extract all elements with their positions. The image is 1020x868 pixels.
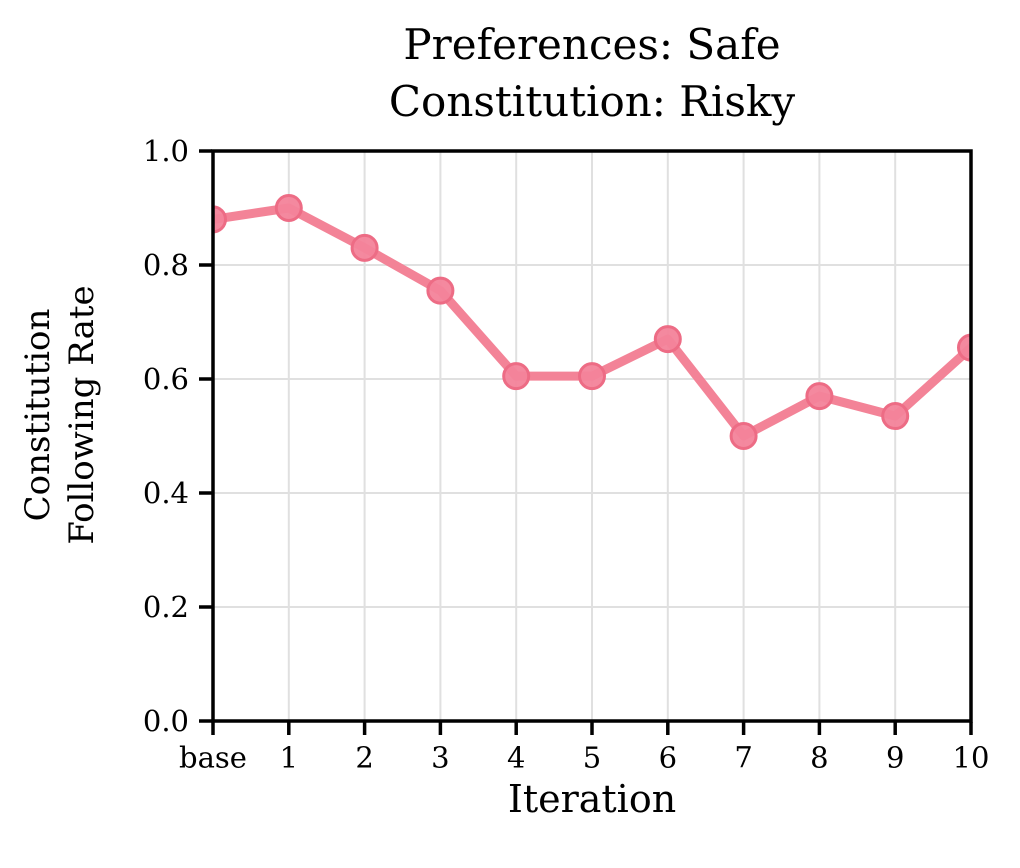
data-point-marker [805,382,834,411]
grid-lines [212,150,972,722]
x-tick-label: 8 [810,741,828,775]
x-tick-label: 6 [659,741,677,775]
tick-labels: base 1 2 3 4 5 6 7 8 9 10 0.0 0.2 0.4 0.6 0.8 1.0 [143,134,990,775]
data-point-marker [729,422,758,450]
y-axis-label-line-1: Constitution [18,309,58,522]
x-tick-label: 5 [583,741,601,775]
plot-border [211,149,973,723]
y-tick-label: 0.8 [143,248,189,282]
y-tick-label: 1.0 [143,134,189,168]
data-point-marker [502,362,531,391]
axes-frame [211,149,973,723]
x-axis-label: Iteration [508,777,676,821]
data-point-marker [213,205,227,234]
x-tick-label: 9 [886,741,904,775]
x-tick-label: 4 [507,741,525,775]
chart-title-line-1: Preferences: Safe [403,20,781,69]
y-axis-label: Constitution Following Rate [18,285,102,544]
y-tick-label: 0.6 [143,362,189,396]
x-tick-label: 1 [280,741,298,775]
x-tick-label: 3 [431,741,449,775]
x-tick-label: 2 [355,741,373,775]
y-axis-label-line-2: Following Rate [62,285,102,544]
chart-title: Preferences: Safe Constitution: Risky [182,16,1002,130]
data-point-marker [350,233,379,262]
x-tick-label: 7 [734,741,752,775]
y-tick-label: 0.0 [143,704,189,738]
data-point-marker [274,194,303,222]
data-series [213,194,971,450]
x-tick-label: 10 [953,741,990,775]
y-tick-label: 0.4 [143,476,189,510]
axis-ticks [199,149,973,735]
data-point-marker [957,333,971,362]
y-tick-label: 0.2 [143,590,189,624]
x-tick-label: base [179,741,247,775]
data-point-marker [426,276,455,305]
data-point-marker [881,402,910,431]
data-point-marker [578,362,606,391]
chart-title-line-2: Constitution: Risky [388,77,796,126]
data-point-marker [653,325,682,354]
